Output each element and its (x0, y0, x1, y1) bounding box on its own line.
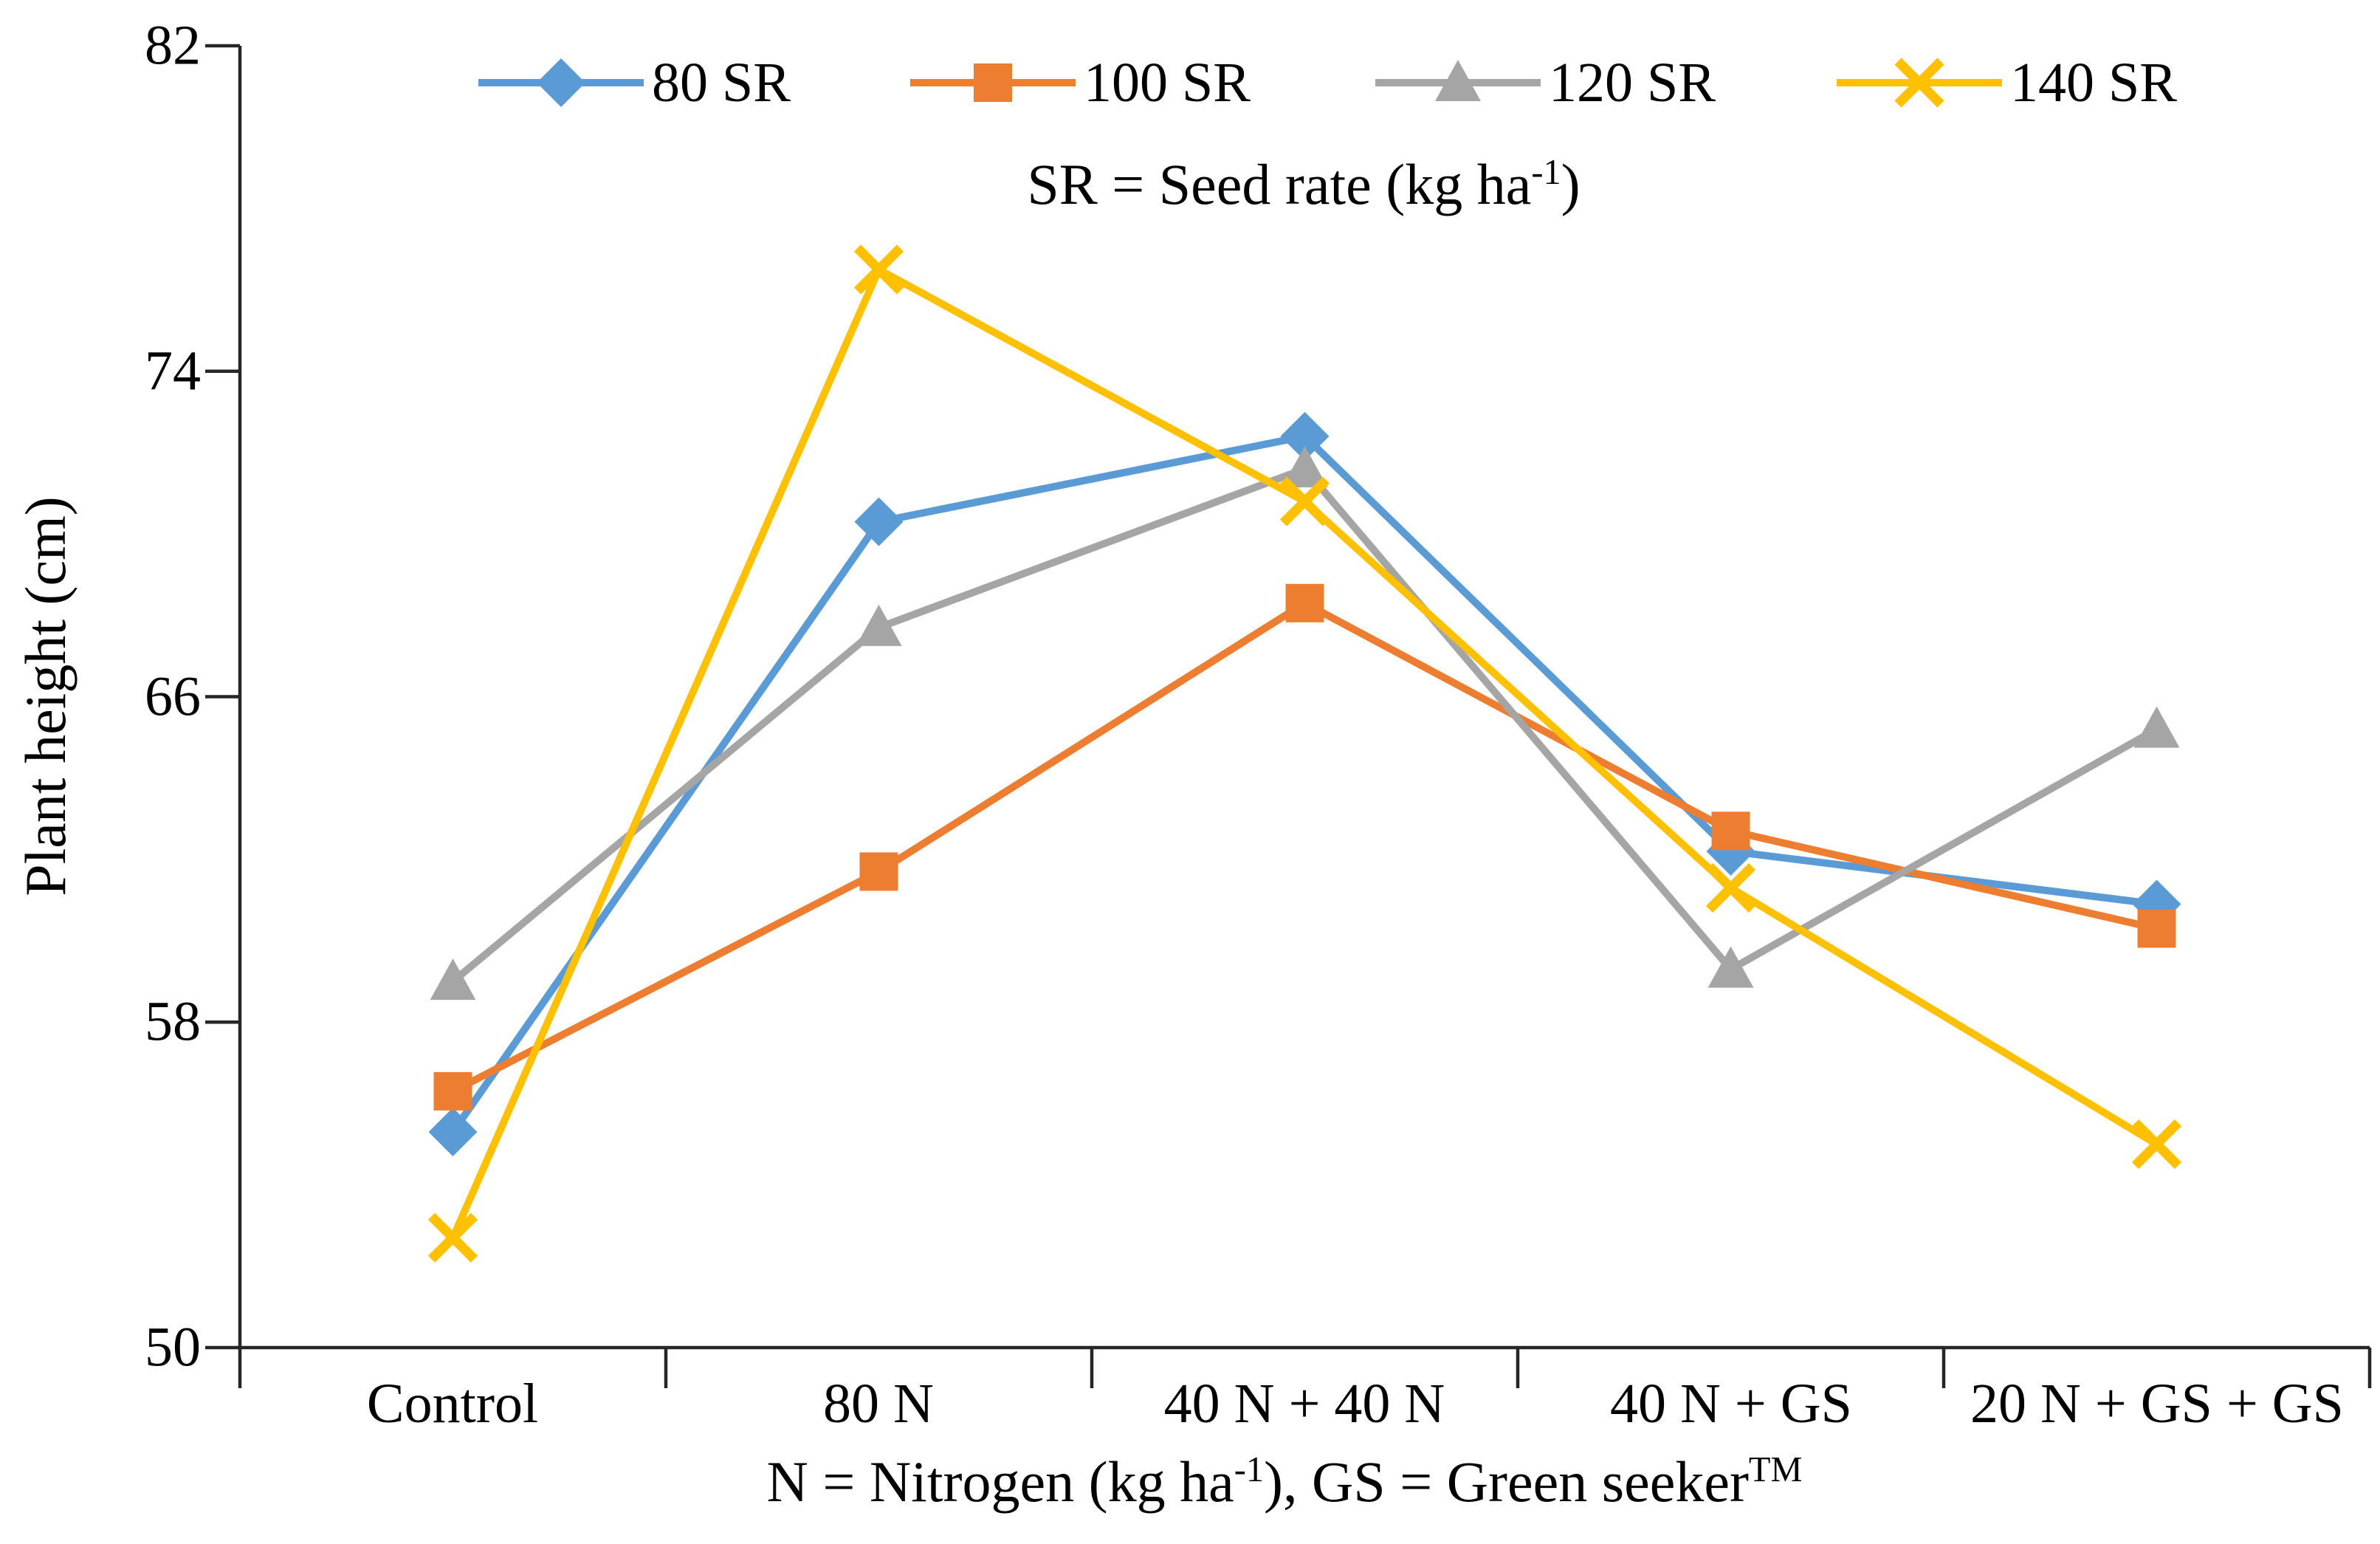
x-category-label: 40 N + GS (1610, 1373, 1852, 1435)
x-category-label: 80 N (823, 1373, 934, 1435)
square-marker-icon (2137, 909, 2176, 948)
series-line-100-SR (449, 599, 2161, 1095)
diamond-marker-icon (1280, 411, 1330, 461)
data-point-100-SR (2137, 909, 2176, 948)
square-marker-icon (859, 852, 898, 891)
y-tick-label: 66 (145, 665, 201, 728)
legend-label: 80 SR (652, 51, 791, 114)
data-point-140-SR (2131, 1119, 2182, 1170)
legend-label: 140 SR (2010, 51, 2177, 114)
x-category-label: 40 N + 40 N (1163, 1373, 1445, 1435)
legend-item-120sr: 120 SR (1373, 47, 1716, 118)
data-point-100-SR (1711, 812, 1750, 851)
legend-marker (1894, 58, 1944, 108)
x-marker-icon (2131, 1119, 2182, 1170)
x-marker-icon (427, 1212, 478, 1263)
data-point-120-SR (2133, 706, 2180, 748)
triangle-marker-icon (430, 958, 476, 1001)
x-axis-title: N = Nitrogen (kg ha-1), GS = Green seeke… (766, 1449, 1803, 1514)
square-marker-icon (433, 1071, 472, 1111)
triangle-marker-icon (1282, 445, 1328, 487)
legend-label: 120 SR (1549, 51, 1716, 114)
x-category-label: 20 N + GS + GS (1970, 1373, 2344, 1435)
triangle-marker-icon (1435, 60, 1481, 101)
x-marker-icon (1894, 58, 1944, 108)
y-tick-label: 82 (145, 14, 201, 77)
legend-marker-diamond-icon (478, 58, 644, 107)
x-marker-icon (853, 244, 904, 295)
legend-label: 100 SR (1084, 51, 1251, 114)
data-point-120-SR (1707, 946, 1754, 988)
y-tick-label: 74 (145, 340, 201, 402)
legend-item-140sr: 140 SR (1834, 47, 2177, 118)
legend-item-80sr: 80 SR (476, 47, 791, 118)
triangle-marker-icon (1707, 946, 1754, 988)
series-line-80-SR (449, 432, 2161, 1136)
x-marker-icon (1279, 476, 1330, 526)
legend-note: SR = Seed rate (kg ha-1) (1027, 152, 1581, 216)
triangle-marker-icon (2133, 706, 2180, 748)
square-marker-icon (1285, 583, 1324, 622)
data-point-120-SR (856, 604, 902, 646)
data-point-100-SR (1285, 583, 1324, 622)
data-point-120-SR (430, 958, 476, 1001)
legend-item-100sr: 100 SR (908, 47, 1251, 118)
data-point-140-SR (1279, 476, 1330, 526)
data-point-140-SR (427, 1212, 478, 1263)
y-tick-label: 58 (145, 990, 201, 1053)
legend-marker (974, 64, 1012, 102)
data-point-140-SR (853, 244, 904, 295)
series-line-120-SR (449, 464, 2161, 986)
legend-marker (537, 58, 585, 107)
x-category-label: Control (366, 1373, 539, 1435)
legend-marker-triangle-icon (1375, 60, 1541, 101)
y-tick-label: 50 (145, 1316, 201, 1379)
diamond-marker-icon (428, 1108, 478, 1157)
data-point-80-SR (854, 497, 904, 546)
x-marker-icon (1705, 862, 1756, 913)
legend-marker (1435, 60, 1481, 101)
data-point-100-SR (433, 1071, 472, 1111)
square-marker-icon (1711, 812, 1750, 851)
square-marker-icon (974, 64, 1012, 102)
data-point-140-SR (1705, 862, 1756, 913)
legend-marker-x-icon (1837, 58, 2002, 108)
diamond-marker-icon (537, 58, 585, 107)
data-point-80-SR (1280, 411, 1330, 461)
data-point-120-SR (1282, 445, 1328, 487)
data-point-80-SR (428, 1108, 478, 1157)
y-axis-title: Plant height (cm) (13, 496, 78, 896)
legend-marker-square-icon (910, 64, 1076, 102)
data-point-100-SR (859, 852, 898, 891)
diamond-marker-icon (854, 497, 904, 546)
triangle-marker-icon (856, 604, 902, 646)
